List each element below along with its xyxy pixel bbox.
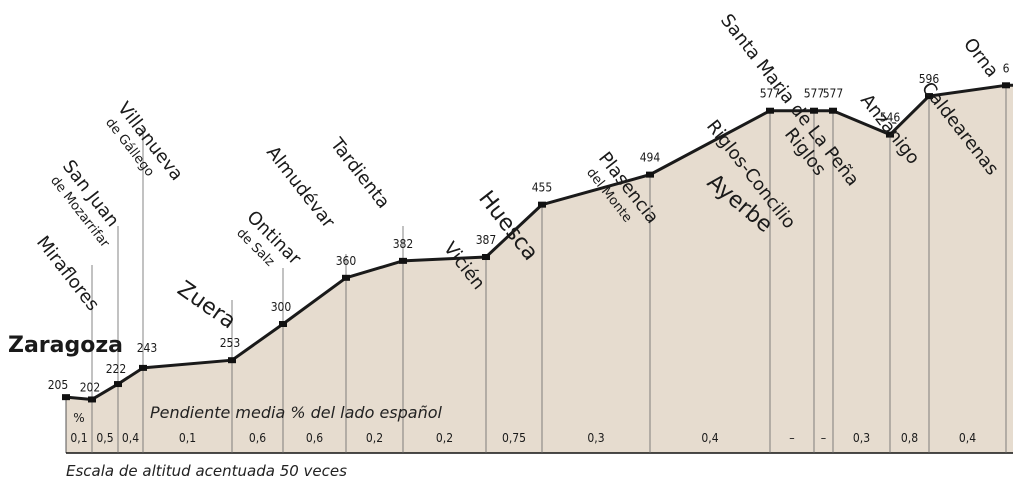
station-marker — [766, 107, 774, 114]
station-marker — [279, 321, 287, 327]
altitude-label: 577 — [804, 87, 825, 101]
slope-value: 0,3 — [587, 431, 604, 445]
slope-value: 0,1 — [70, 431, 87, 445]
slope-value: 0,5 — [96, 431, 113, 445]
altitude-label: 202 — [80, 380, 101, 394]
station-marker — [538, 201, 546, 208]
station-marker — [829, 107, 837, 114]
scale-note: Escala de altitud acentuada 50 veces — [66, 462, 347, 480]
slope-value: 0,1 — [179, 431, 196, 445]
station-marker — [646, 171, 654, 178]
altitude-label: 494 — [640, 151, 661, 165]
altitude-label: 300 — [271, 300, 292, 314]
station-name-label: Tardienta — [325, 133, 393, 212]
slope-value: 0,4 — [959, 431, 976, 445]
station-name-label: Miraflores — [32, 232, 103, 315]
slope-header: % — [73, 411, 84, 425]
station-marker — [399, 257, 407, 264]
slope-value: 0,8 — [901, 431, 918, 445]
altitude-label: 6 — [1003, 61, 1010, 75]
slope-value: 0,6 — [249, 431, 266, 445]
profile-area — [66, 85, 1013, 454]
altitude-label: 546 — [880, 111, 901, 125]
altitude-label: 596 — [919, 72, 940, 86]
slope-value: 0,75 — [502, 431, 526, 445]
altitude-label: 382 — [393, 237, 414, 251]
altitude-label: 577 — [760, 87, 781, 101]
slope-value: 0,4 — [122, 431, 139, 445]
station-marker — [886, 131, 894, 138]
slope-value: – — [821, 431, 826, 445]
station-marker — [62, 394, 70, 401]
station-marker — [139, 364, 147, 371]
altitude-label: 253 — [220, 336, 241, 350]
slope-value: – — [789, 431, 794, 445]
station-marker — [114, 381, 122, 388]
altitude-label: 360 — [336, 254, 357, 268]
slope-value: 0,2 — [436, 431, 453, 445]
slope-title: Pendiente media % del lado español — [150, 403, 442, 422]
slope-value: 0,6 — [306, 431, 323, 445]
slope-value: 0,2 — [366, 431, 383, 445]
slope-value: 0,4 — [701, 431, 718, 445]
station-marker — [88, 396, 96, 403]
station-name-label: Zaragoza — [8, 333, 123, 358]
altitude-label: 222 — [106, 362, 127, 376]
station-marker — [925, 93, 933, 100]
station-marker — [1002, 82, 1010, 89]
altitude-label: 455 — [532, 181, 553, 195]
station-marker — [342, 274, 350, 281]
altitude-label: 387 — [476, 233, 497, 247]
station-name-label: Zuera — [173, 276, 241, 334]
altitude-label: 243 — [137, 341, 158, 355]
profile-line — [65, 83, 1013, 401]
altitude-label: 205 — [48, 378, 69, 392]
station-marker — [810, 107, 818, 114]
slope-value: 0,3 — [853, 431, 870, 445]
station-marker — [228, 357, 236, 364]
station-name-label: Almudévar — [262, 142, 339, 233]
station-name-label: Orna — [959, 34, 1002, 81]
altitude-label: 577 — [823, 87, 844, 101]
station-marker — [482, 254, 490, 261]
